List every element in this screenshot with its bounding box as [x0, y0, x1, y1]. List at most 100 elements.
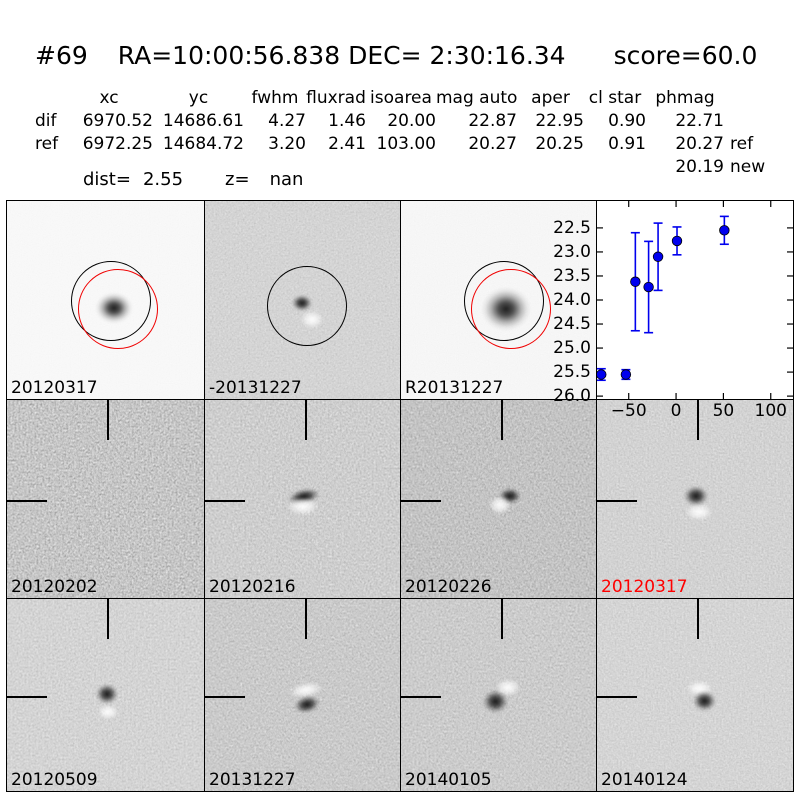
candidate-score: score=60.0 — [613, 41, 758, 70]
cutout-dif-image: -20131227 — [204, 200, 401, 400]
z-value: nan — [269, 169, 304, 190]
dipole-dark-blob — [684, 486, 708, 506]
plot-xtick-label: 50 — [712, 401, 735, 421]
dipole-bright-blob — [489, 496, 511, 514]
data-point — [652, 251, 664, 262]
plot-ytick-label: 23.0 — [553, 241, 591, 262]
cutout-date-label: 20120216 — [209, 577, 296, 597]
table-row-dif: dif 6970.52 14686.61 4.27 1.46 20.00 22.… — [35, 111, 724, 131]
crosshair-left-tick — [7, 500, 47, 502]
col-header-fluxrad: fluxrad — [306, 88, 366, 108]
plot-ytick-label: 24.5 — [553, 314, 591, 335]
col-header-aper: aper — [531, 88, 570, 108]
cutout-epoch-20120202: 20120202 — [6, 399, 205, 599]
plot-xtick-label: 0 — [670, 401, 682, 421]
plot-xtick-label: 100 — [754, 401, 787, 421]
cutout-date-label: R20131227 — [405, 378, 504, 398]
cutout-date-label: 20120317 — [11, 378, 98, 398]
cutout-epoch-20140105: 20140105 — [400, 598, 597, 792]
crosshair-left-tick — [205, 500, 245, 502]
cutout-date-label: 20140105 — [405, 770, 492, 790]
crosshair-top-tick — [697, 599, 699, 639]
metrics-table: xc yc fwhm fluxrad isoarea mag auto aper… — [35, 87, 766, 179]
dipole-dark-blob — [693, 691, 716, 711]
crosshair-top-tick — [305, 599, 307, 639]
cutout-epoch-20120317-detection: 20120317 — [596, 399, 794, 599]
plot-ytick-label: 24.0 — [553, 290, 591, 310]
light-curve-canvas — [597, 201, 793, 399]
cutout-epoch-20131227: 20131227 — [204, 598, 401, 792]
candidate-coordinates: RA=10:00:56.838 DEC= 2:30:16.34 — [117, 41, 566, 70]
crosshair-top-tick — [501, 599, 503, 639]
crosshair-left-tick — [597, 696, 637, 698]
cutout-date-label: -20131227 — [209, 378, 302, 398]
cutout-date-label: 20120202 — [11, 577, 98, 597]
dipole-dark-blob — [483, 690, 508, 713]
row-label: ref — [35, 134, 59, 154]
cutout-epoch-20140124: 20140124 — [596, 598, 794, 792]
z-label: z= — [225, 169, 250, 190]
cutout-epoch-20120509: 20120509 — [6, 598, 205, 792]
aperture-circle-red — [78, 269, 158, 349]
dipole-bright-blob — [686, 504, 712, 520]
cutout-epoch-20120216: 20120216 — [204, 399, 401, 599]
data-point — [630, 276, 641, 287]
col-header-phmag: phmag — [655, 88, 715, 108]
data-point — [719, 225, 730, 236]
metrics-header-row: xc yc fwhm fluxrad isoarea mag auto aper… — [35, 87, 766, 110]
cutout-date-label: 20120509 — [11, 770, 98, 790]
dipole-bright-blob — [288, 498, 318, 515]
plot-ytick-label: 26.0 — [553, 386, 591, 407]
cutout-date-label: 20120317 — [601, 577, 688, 597]
light-curve-plot: 22.5 23.0 23.5 24.0 24.5 25.0 25.5 26.0 −50 0 50 10… — [553, 200, 794, 421]
cutout-epoch-20120226: 20120226 — [400, 399, 597, 599]
aperture-circle-red — [471, 269, 551, 349]
new-phmag-suffix: new — [730, 157, 766, 177]
crosshair-left-tick — [205, 696, 245, 698]
candidate-id: #69 — [35, 41, 88, 70]
page-title: #69 RA=10:00:56.838 DEC= 2:30:16.34 scor… — [35, 41, 757, 70]
dist-label: dist= — [83, 169, 131, 190]
cutout-date-label: 20140124 — [601, 770, 688, 790]
crosshair-left-tick — [401, 696, 441, 698]
plot-ytick-label: 25.5 — [553, 362, 591, 383]
crosshair-left-tick — [7, 696, 47, 698]
table-row-new-phmag: 20.19 new — [35, 156, 766, 179]
crosshair-top-tick — [305, 400, 307, 440]
dipole-bright-blob — [98, 705, 118, 719]
plot-ytick-label: 25.0 — [553, 338, 591, 359]
data-point — [620, 369, 632, 380]
dist-value: 2.55 — [142, 169, 184, 190]
aperture-circle-black — [267, 266, 347, 346]
crosshair-top-tick — [501, 400, 503, 440]
dist-z-line: dist= 2.55 z= nan — [83, 169, 303, 190]
col-header-isoarea: isoarea — [370, 88, 432, 108]
crosshair-top-tick — [107, 400, 109, 440]
crosshair-top-tick — [107, 599, 109, 639]
data-point — [671, 235, 683, 247]
data-point — [643, 281, 654, 293]
col-header-mag-auto: mag auto — [436, 88, 518, 108]
col-header-fwhm: fwhm — [251, 88, 299, 108]
new-phmag-value: 20.19 — [675, 157, 724, 177]
col-header-cl-star: cl star — [588, 88, 642, 108]
cutout-date-label: 20131227 — [209, 770, 296, 790]
plot-xtick-label: −50 — [610, 401, 647, 421]
plot-ytick-label: 23.5 — [553, 265, 591, 286]
crosshair-left-tick — [401, 500, 441, 502]
crosshair-top-tick — [697, 400, 699, 440]
cutout-new-image: 20120317 — [6, 200, 205, 400]
table-row-ref: ref 6972.25 14684.72 3.20 2.41 103.00 20… — [35, 134, 754, 154]
data-point — [597, 369, 607, 380]
cutout-ref-image: R20131227 — [400, 200, 597, 400]
crosshair-left-tick — [597, 500, 637, 502]
col-header-yc: yc — [188, 88, 209, 108]
noise-texture — [7, 400, 204, 598]
cutout-date-label: 20120226 — [405, 577, 492, 597]
col-header-xc: xc — [99, 88, 119, 108]
dipole-bright-blob — [496, 679, 520, 696]
plot-ytick-label: 22.5 — [553, 217, 591, 238]
row-label: dif — [35, 111, 57, 131]
dipole-dark-blob — [96, 684, 118, 704]
